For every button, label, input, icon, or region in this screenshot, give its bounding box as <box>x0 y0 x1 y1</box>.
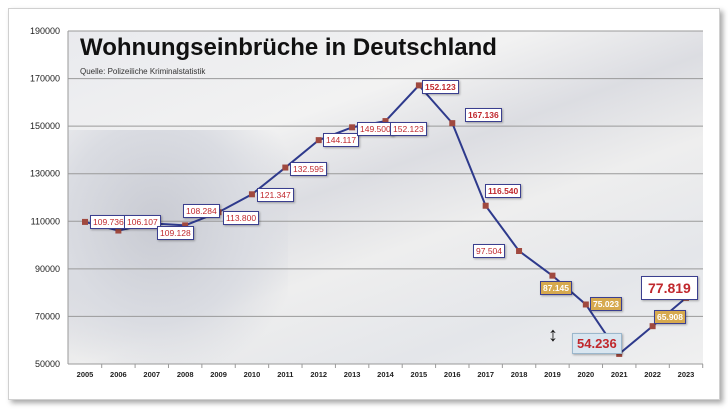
x-tick-label: 2011 <box>277 370 293 379</box>
data-point-marker <box>315 137 322 144</box>
data-point-marker <box>415 82 422 89</box>
data-label: 116.540 <box>485 184 522 198</box>
up-down-arrow-icon: ↕ <box>548 324 558 346</box>
x-tick-label: 2005 <box>77 370 94 379</box>
data-point-marker <box>82 218 88 225</box>
data-point-marker <box>549 272 556 279</box>
chart-subtitle: Quelle: Polizeiliche Kriminalstatistik <box>80 67 206 76</box>
data-point-marker <box>182 222 189 229</box>
data-label: 75.023 <box>590 297 622 311</box>
data-point-marker <box>382 118 389 125</box>
y-tick-label: 70000 <box>35 311 60 321</box>
y-tick-label: 150000 <box>30 121 60 131</box>
data-label: 108.284 <box>183 204 220 218</box>
chart-title: Wohnungseinbrüche in Deutschland <box>80 34 497 61</box>
data-label: 149.500 <box>357 122 394 136</box>
y-tick-label: 170000 <box>30 74 60 84</box>
data-label: 109.736 <box>90 215 127 229</box>
data-label: 87.145 <box>540 281 572 295</box>
data-point-marker <box>582 301 589 308</box>
data-point-marker <box>649 323 656 330</box>
data-label: 152.123 <box>422 80 459 94</box>
x-tick-label: 2006 <box>110 370 127 379</box>
y-tick-label: 110000 <box>31 216 60 226</box>
x-tick-label: 2022 <box>644 370 661 379</box>
y-tick-label: 130000 <box>30 169 60 179</box>
x-tick-label: 2007 <box>143 370 160 379</box>
data-label: 152.123 <box>390 122 427 136</box>
data-label: 121.347 <box>257 188 294 202</box>
x-tick-label: 2023 <box>678 370 695 379</box>
x-tick-label: 2014 <box>377 370 395 379</box>
data-point-marker <box>349 124 356 131</box>
background-glove-image <box>68 130 288 364</box>
x-tick-label: 2016 <box>444 370 461 379</box>
x-tick-label: 2008 <box>177 370 194 379</box>
x-tick-label: 2015 <box>411 370 428 379</box>
y-tick-label: 190000 <box>30 26 60 36</box>
data-label: 132.595 <box>290 162 327 176</box>
x-tick-label: 2019 <box>544 370 561 379</box>
x-tick-label: 2010 <box>244 370 261 379</box>
data-point-marker <box>248 191 255 198</box>
data-label: 113.800 <box>223 211 260 225</box>
x-tick-label: 2013 <box>344 370 361 379</box>
data-point-marker <box>449 120 456 127</box>
x-tick-label: 2020 <box>577 370 594 379</box>
data-label: 167.136 <box>465 108 502 122</box>
data-label: 65.908 <box>654 310 686 324</box>
y-tick-label: 50000 <box>35 359 60 369</box>
data-label: 77.819 <box>641 276 698 300</box>
x-tick-label: 2012 <box>310 370 327 379</box>
x-tick-label: 2009 <box>210 370 227 379</box>
data-point-marker <box>482 202 489 209</box>
data-label: 54.236 <box>572 333 622 354</box>
y-tick-label: 90000 <box>35 264 60 274</box>
data-label: 97.504 <box>473 244 505 258</box>
data-label: 106.107 <box>124 215 161 229</box>
x-tick-label: 2018 <box>511 370 528 379</box>
data-label: 144.117 <box>323 133 360 147</box>
data-point-marker <box>115 227 122 234</box>
data-label: 109.128 <box>157 226 194 240</box>
data-point-marker <box>282 164 289 171</box>
x-tick-label: 2017 <box>477 370 494 379</box>
data-point-marker <box>516 248 523 255</box>
x-tick-label: 2021 <box>611 370 628 379</box>
